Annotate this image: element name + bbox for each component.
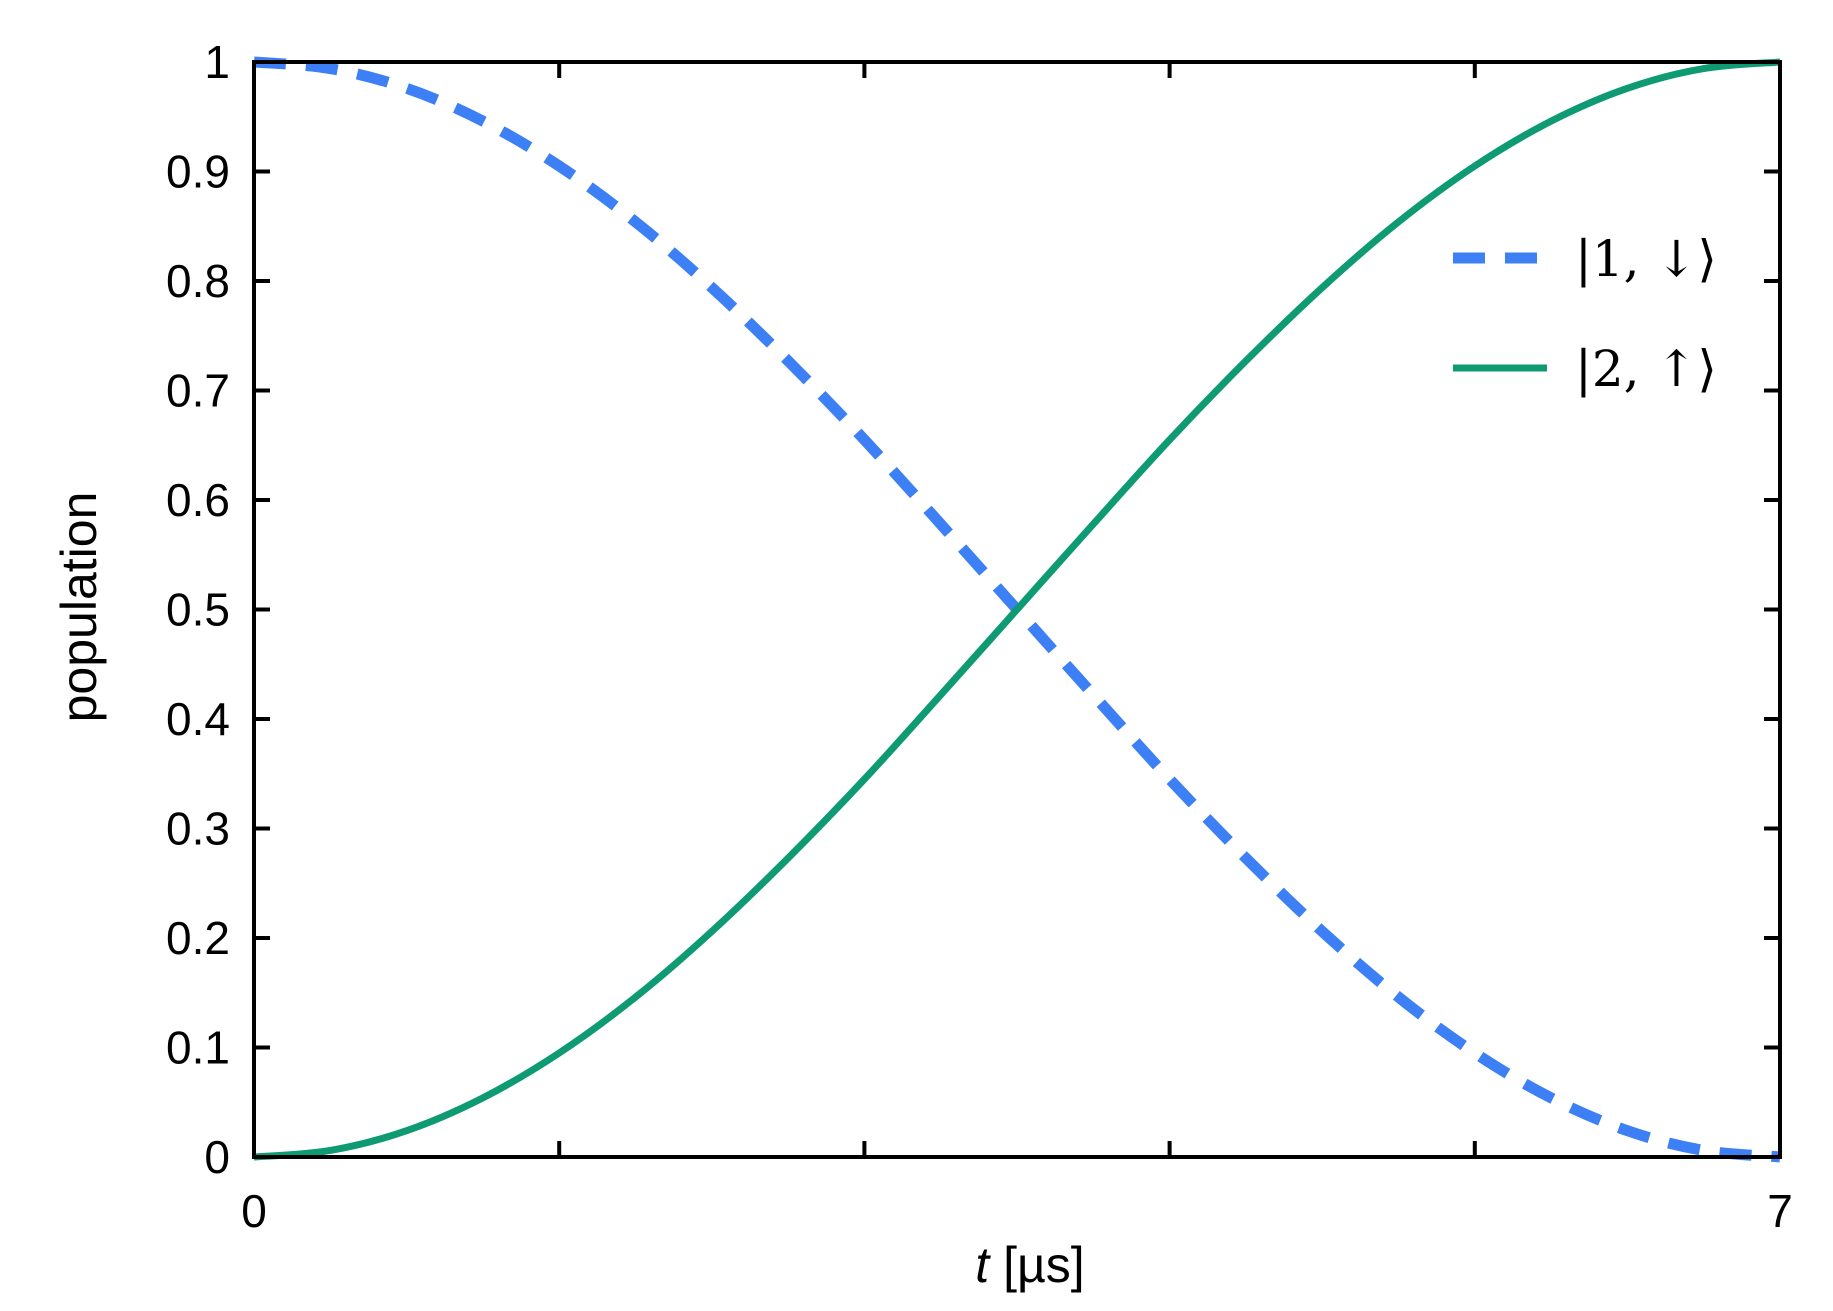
y-axis-label: population [51,492,107,723]
x-axis-label: t [µs] [975,1237,1084,1293]
series-line-2 [253,58,1781,1161]
series-lines [253,56,1781,1163]
y-tick-label: 0.9 [166,146,230,198]
x-tick-label: 7 [1767,1185,1793,1237]
y-tick-label: 0.5 [166,584,230,636]
y-tick-label: 0.1 [166,1022,230,1074]
legend: |1, ↓⟩ |2, ↑⟩ [1453,230,1717,398]
legend-label-1: |1, ↓⟩ [1575,230,1717,288]
tick-labels: 0 0.1 0.2 0.3 0.4 0.5 0.6 0.7 0.8 0.9 1 0 7 [166,36,1793,1237]
x-axis-unit: [µs] [989,1237,1084,1293]
plot-frame [252,60,1782,1159]
y-tick-label: 0.8 [166,255,230,307]
y-tick-label: 0.6 [166,474,230,526]
y-tick-label: 0.3 [166,803,230,855]
y-tick-label: 0.7 [166,365,230,417]
legend-label-2: |2, ↑⟩ [1575,340,1717,398]
y-tick-label: 0.2 [166,912,230,964]
y-tick-label: 1 [204,36,230,88]
y-tick-label: 0.4 [166,693,230,745]
x-tick-label: 0 [241,1185,267,1237]
x-axis-variable: t [975,1237,991,1293]
y-tick-label: 0 [204,1131,230,1183]
